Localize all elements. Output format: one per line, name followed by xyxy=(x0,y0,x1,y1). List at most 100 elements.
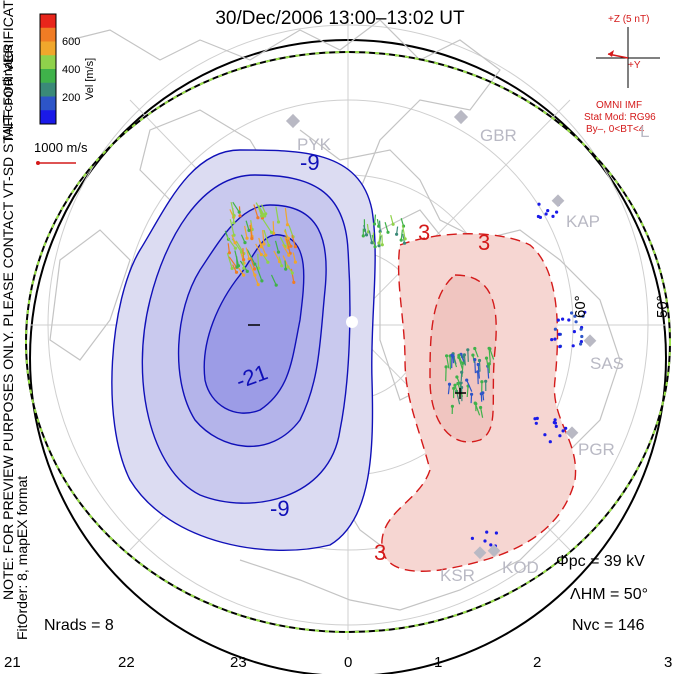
velocity-vector-origin xyxy=(583,310,587,314)
velocity-vector-origin xyxy=(557,332,561,336)
velocity-vector xyxy=(255,265,263,282)
velocity-vector xyxy=(366,223,370,232)
station-label: PGR xyxy=(578,440,615,459)
colorbar-tick: 400 xyxy=(62,64,81,76)
velocity-vector xyxy=(466,379,473,392)
station-label: GBR xyxy=(480,126,517,145)
velocity-vector xyxy=(378,231,382,244)
velocity-vector-origin xyxy=(553,327,558,331)
velocity-vector xyxy=(261,204,267,215)
velocity-vector xyxy=(245,220,250,231)
velocity-vector-origin xyxy=(558,345,562,349)
velocity-vector xyxy=(480,407,484,418)
velocity-vector xyxy=(273,250,281,262)
velocity-vector-origin xyxy=(558,434,562,438)
velocity-vector xyxy=(244,225,248,239)
scale-vector-label: 1000 m/s xyxy=(34,140,88,155)
velocity-vector xyxy=(460,372,463,382)
contour-label: 3 xyxy=(374,540,387,565)
velocity-vector-origin xyxy=(579,342,583,346)
velocity-vector xyxy=(278,256,283,266)
coords-label: MLT coordinates xyxy=(0,44,15,140)
velocity-vector-origin xyxy=(564,426,568,430)
velocity-vector xyxy=(229,219,235,236)
velocity-vector xyxy=(255,202,264,215)
colorbar-tick: 200 xyxy=(62,92,81,104)
velocity-vector xyxy=(478,360,481,372)
velocity-vector xyxy=(284,208,289,225)
velocity-vector xyxy=(259,240,267,256)
velocity-vector-origin xyxy=(561,317,565,321)
station-label: KSR xyxy=(440,566,475,585)
velocity-vectors xyxy=(224,201,587,548)
velocity-vector-origin xyxy=(555,210,559,214)
velocity-vector-origin xyxy=(485,530,489,534)
velocity-vector xyxy=(489,348,495,360)
velocity-vector xyxy=(284,236,289,248)
station-label: KAP xyxy=(566,212,601,231)
velocity-vector-origin xyxy=(581,314,585,318)
fit-order: FitOrder: 8, mapEX format xyxy=(14,475,30,640)
velocity-vector xyxy=(231,234,236,244)
velocity-vector xyxy=(226,252,233,269)
latitude-label: 50° xyxy=(654,295,671,318)
velocity-vector-origin xyxy=(556,318,560,322)
station-label: L xyxy=(640,122,650,141)
velocity-vector xyxy=(240,234,246,243)
velocity-vector xyxy=(460,354,465,362)
velocity-vector-origin xyxy=(470,536,474,541)
mlt-tick: 0 xyxy=(344,654,353,671)
velocity-vector xyxy=(446,355,450,369)
velocity-vector xyxy=(474,359,476,374)
velocity-vector xyxy=(396,226,399,235)
velocity-vector xyxy=(447,384,451,395)
velocity-vector xyxy=(286,264,293,274)
velocity-vector xyxy=(285,238,291,254)
velocity-vector xyxy=(373,214,377,225)
velocity-vector xyxy=(249,263,256,276)
imf-z-label: +Z (5 nT) xyxy=(608,14,650,25)
imf-model: Stat Mod: RG96 xyxy=(584,112,656,123)
contour-label: -9 xyxy=(270,496,290,521)
velocity-vector xyxy=(249,224,253,239)
velocity-vector xyxy=(482,392,485,401)
positive-cell xyxy=(381,233,577,572)
velocity-vector xyxy=(284,260,287,270)
colorbar-segment xyxy=(40,82,56,97)
velocity-vector xyxy=(227,243,230,253)
velocity-vector xyxy=(255,243,262,255)
velocity-vector-origin xyxy=(570,311,574,315)
velocity-vector xyxy=(258,237,262,247)
stat-n-vc: Nvc = 146 xyxy=(572,617,645,634)
velocity-vector xyxy=(400,229,403,241)
velocity-vector-origin xyxy=(483,539,487,543)
velocity-vector xyxy=(281,244,290,256)
mlt-tick: 23 xyxy=(230,654,247,671)
velocity-vector xyxy=(474,348,479,358)
stat-phi-pc: Φpc = 39 kV xyxy=(556,553,645,570)
velocity-vector-origin xyxy=(553,337,557,341)
velocity-vector-origin xyxy=(489,543,493,547)
velocity-vector xyxy=(452,355,455,364)
velocity-vector xyxy=(232,264,238,273)
velocity-vector-origin xyxy=(536,214,541,219)
velocity-vector xyxy=(262,254,269,263)
colorbar-segment xyxy=(40,69,56,84)
velocity-vector xyxy=(232,201,240,213)
velocity-vector-origin xyxy=(554,424,558,428)
velocity-vector xyxy=(384,222,389,233)
velocity-vector xyxy=(470,394,473,404)
velocity-vector-origin xyxy=(550,338,554,342)
mlt-tick: 2 xyxy=(533,654,542,671)
velocity-vector xyxy=(477,371,479,385)
imf-clock xyxy=(596,27,660,88)
imf-y-label: +Y xyxy=(628,60,641,71)
velocity-vector xyxy=(292,252,296,263)
mlt-tick: 3 xyxy=(664,654,673,671)
velocity-vector xyxy=(270,274,277,286)
velocity-vector xyxy=(257,204,266,217)
velocity-vector xyxy=(466,385,469,398)
velocity-vector-origin xyxy=(534,421,538,425)
velocity-vector xyxy=(275,206,280,223)
velocity-vector-origin xyxy=(494,531,498,535)
